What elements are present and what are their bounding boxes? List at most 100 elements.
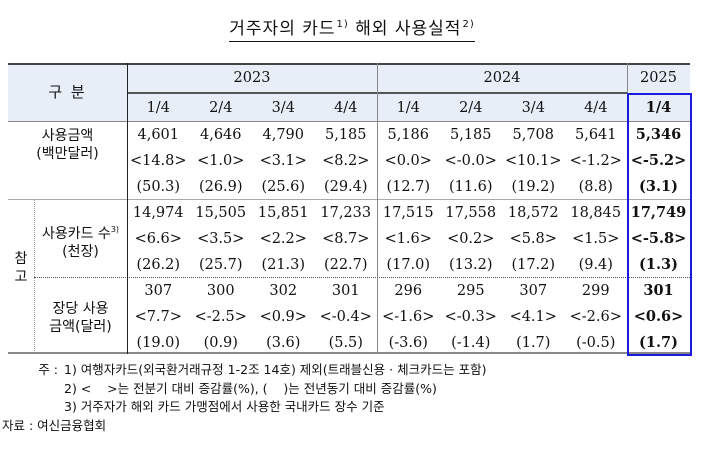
quarter-header: 2/4 bbox=[209, 100, 233, 116]
row-label-per-card: 장당 사용 금액(달러) bbox=[34, 300, 127, 336]
value-cell: 4,601 bbox=[137, 127, 179, 143]
note-1-text: 1) 여행자카드(외국환거래규정 1-2조 14호) 제외(트래블신용 · 체크… bbox=[64, 362, 487, 377]
qoq-change-cell: <0.2> bbox=[447, 231, 495, 247]
yoy-change-cell: (-3.6) bbox=[388, 335, 428, 351]
value-cell: 301 bbox=[643, 282, 674, 299]
year-2024: 2024 bbox=[483, 70, 521, 86]
qoq-change-cell: <3.1> bbox=[259, 153, 307, 169]
qoq-change-cell: <8.2> bbox=[322, 153, 370, 169]
value-cell: 5,641 bbox=[574, 127, 617, 143]
yoy-change-cell: (0.9) bbox=[203, 335, 238, 351]
qoq-change-cell: <10.1> bbox=[504, 153, 562, 169]
yoy-change-cell: (13.2) bbox=[448, 257, 493, 273]
value-cell: 300 bbox=[206, 283, 235, 299]
value-cell: 15,851 bbox=[257, 205, 309, 221]
yoy-change-cell: (3.6) bbox=[266, 335, 301, 351]
qoq-change-cell: <-1.2> bbox=[569, 153, 622, 169]
yoy-change-cell: (-1.4) bbox=[451, 335, 491, 351]
value-cell: 17,749 bbox=[630, 204, 687, 221]
yoy-change-cell: (29.4) bbox=[323, 179, 368, 195]
yoy-change-cell: (1.7) bbox=[516, 335, 551, 351]
title-main: 거주자의 카드 bbox=[229, 19, 336, 39]
yoy-change-cell: (11.6) bbox=[448, 179, 493, 195]
yoy-change-cell: (22.7) bbox=[323, 257, 368, 273]
note-1: 주 : 1) 여행자카드(외국환거래규정 1-2조 14호) 제외(트래블신용 ·… bbox=[10, 361, 486, 380]
quarter-header: 3/4 bbox=[521, 100, 545, 116]
yoy-change-cell: (21.3) bbox=[261, 257, 306, 273]
title-footnote-2: 2) bbox=[462, 19, 475, 30]
qoq-change-cell: <1.5> bbox=[572, 231, 620, 247]
row-divider-1 bbox=[8, 199, 690, 200]
note-3: 3) 거주자가 해외 카드 가맹점에서 사용한 국내카드 장수 기준 bbox=[10, 398, 486, 417]
row-label-per-card-line1: 장당 사용 bbox=[52, 301, 109, 317]
yoy-change-cell: (25.7) bbox=[198, 257, 243, 273]
year-2025: 2025 bbox=[640, 70, 677, 86]
value-cell: 4,646 bbox=[199, 127, 242, 143]
note-2: 2) < >는 전분기 대비 증감률(%), ( )는 전년동기 대비 증감률(… bbox=[10, 380, 486, 399]
yoy-change-cell: (26.9) bbox=[198, 179, 243, 195]
qoq-change-cell: <1.0> bbox=[197, 153, 245, 169]
source-prefix: 자료 : bbox=[2, 417, 34, 433]
reference-label-top: 참 bbox=[14, 251, 28, 267]
quarter-header: 1/4 bbox=[146, 100, 170, 116]
row-label-amount-line2: (백만달러) bbox=[36, 146, 99, 162]
header-bottom-border bbox=[8, 121, 690, 122]
value-cell: 302 bbox=[269, 283, 298, 299]
year-divider-2023-2024 bbox=[377, 63, 378, 354]
quarter-header: 1/4 bbox=[396, 100, 420, 116]
yoy-change-cell: (5.5) bbox=[328, 335, 363, 351]
value-cell: 17,233 bbox=[320, 205, 372, 221]
page-title: 거주자의 카드1) 해외 사용실적2) bbox=[0, 14, 704, 42]
label-column-divider bbox=[127, 63, 128, 354]
value-cell: 18,845 bbox=[570, 205, 622, 221]
row-label-cards-line2: (천장) bbox=[62, 244, 99, 260]
data-table: 구 분 2023 2024 2025 1/4 2/4 3/4 4/4 1/4 2/4 3/4… bbox=[8, 63, 692, 356]
value-cell: 5,185 bbox=[324, 127, 367, 143]
row-divider-2 bbox=[34, 277, 690, 278]
qoq-change-cell: <14.8> bbox=[129, 153, 187, 169]
value-cell: 14,974 bbox=[132, 205, 184, 221]
yoy-change-cell: (-0.5) bbox=[576, 335, 616, 351]
qoq-change-cell: <0.9> bbox=[259, 309, 307, 325]
value-cell: 17,558 bbox=[445, 205, 497, 221]
qoq-change-cell: <-0.3> bbox=[444, 309, 497, 325]
value-cell: 5,346 bbox=[635, 126, 682, 143]
qoq-change-cell: <-1.6> bbox=[382, 309, 435, 325]
value-cell: 5,185 bbox=[449, 127, 492, 143]
value-cell: 5,708 bbox=[512, 127, 554, 143]
quarter-header: 4/4 bbox=[334, 100, 358, 116]
yoy-change-cell: (12.7) bbox=[386, 179, 431, 195]
value-cell: 295 bbox=[456, 283, 485, 299]
qoq-change-cell: <3.5> bbox=[197, 231, 245, 247]
source: 자료 : 여신금융협회 bbox=[2, 417, 486, 436]
quarter-header: 1/4 bbox=[645, 99, 672, 116]
yoy-change-cell: (50.3) bbox=[136, 179, 181, 195]
yoy-change-cell: (26.2) bbox=[136, 257, 181, 273]
qoq-change-cell: <5.8> bbox=[509, 231, 557, 247]
year-2023: 2023 bbox=[233, 70, 271, 86]
value-cell: 17,515 bbox=[382, 205, 434, 221]
value-cell: 307 bbox=[519, 283, 548, 299]
qoq-change-cell: <-0.4> bbox=[319, 309, 372, 325]
table-top-border bbox=[8, 63, 690, 65]
year-divider-2024-2025 bbox=[627, 63, 628, 93]
quarter-header: 3/4 bbox=[271, 100, 295, 116]
qoq-change-cell: <8.7> bbox=[322, 231, 370, 247]
value-cell: 4,790 bbox=[262, 127, 304, 143]
yoy-change-cell: (3.1) bbox=[639, 178, 678, 195]
value-cell: 296 bbox=[394, 283, 423, 299]
qoq-change-cell: <-5.8> bbox=[630, 230, 687, 247]
reference-label: 참 고 bbox=[8, 250, 34, 286]
value-cell: 301 bbox=[331, 283, 360, 299]
latest-quarter-highlight bbox=[627, 93, 692, 356]
value-cell: 299 bbox=[581, 283, 610, 299]
row-label-per-card-line2: 금액(달러) bbox=[49, 319, 112, 335]
row-label-amount: 사용금액 (백만달러) bbox=[8, 127, 127, 163]
title-footnote-1: 1) bbox=[336, 19, 349, 30]
row-label-cards: 사용카드 수3) (천장) bbox=[34, 221, 127, 261]
row-label-amount-line1: 사용금액 bbox=[41, 128, 94, 144]
quarter-header: 4/4 bbox=[584, 100, 608, 116]
reference-column-divider bbox=[34, 200, 35, 353]
quarter-header: 2/4 bbox=[459, 100, 483, 116]
qoq-change-cell: <-2.6> bbox=[569, 309, 622, 325]
